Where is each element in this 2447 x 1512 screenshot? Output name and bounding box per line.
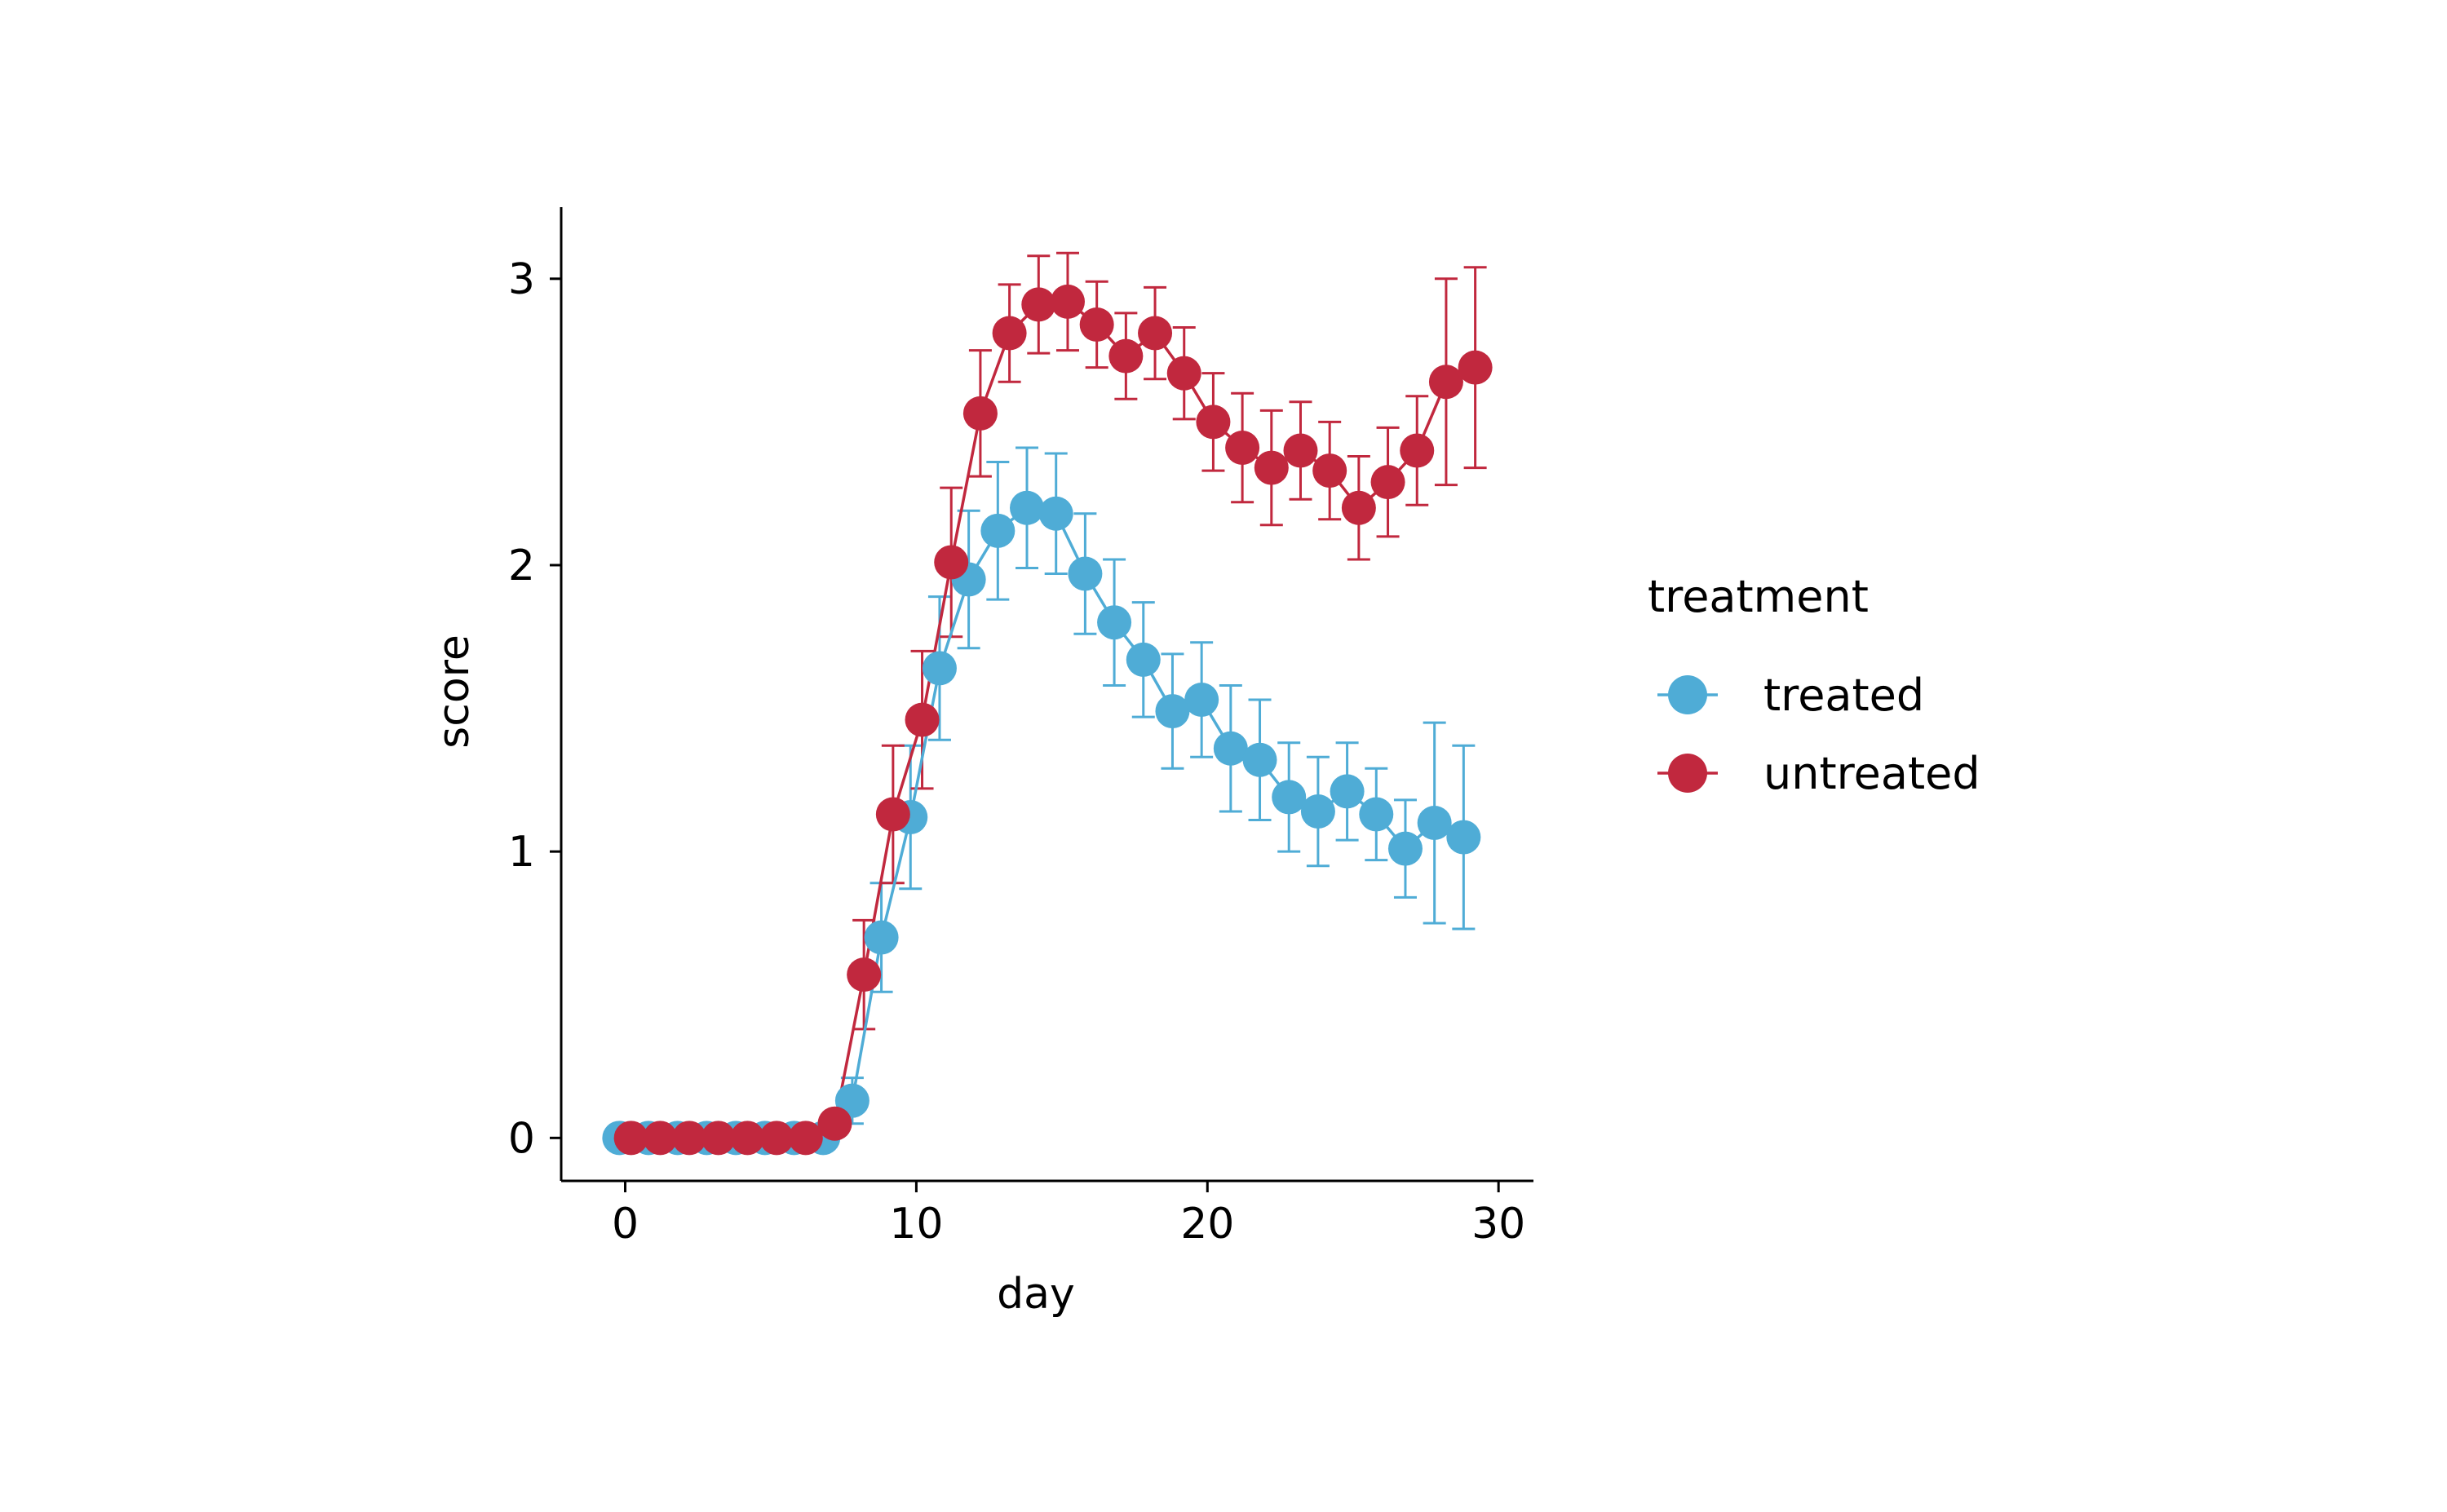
data-point-untreated — [1108, 338, 1144, 374]
legend-item-untreated: untreated — [1657, 748, 1980, 799]
legend-label: treated — [1763, 670, 1924, 721]
legend-label: untreated — [1763, 748, 1980, 799]
x-axis-ticks: 0 10 20 30 — [612, 1181, 1525, 1249]
data-point-treated — [1213, 731, 1248, 766]
data-point-treated — [1184, 683, 1219, 718]
y-tick-label: 0 — [508, 1114, 535, 1163]
data-point-untreated — [1021, 287, 1056, 322]
series-line-treated — [619, 506, 1465, 1140]
data-point-untreated — [1166, 356, 1201, 391]
data-point-untreated — [788, 1121, 823, 1156]
series-line-layer — [619, 300, 1476, 1140]
data-point-untreated — [1079, 307, 1114, 342]
data-point-untreated — [1283, 433, 1318, 468]
data-point-treated — [1126, 642, 1161, 677]
data-point-treated — [922, 651, 957, 686]
data-point-treated — [1068, 556, 1103, 591]
data-point-untreated — [847, 957, 882, 993]
data-point-untreated — [1341, 490, 1376, 525]
x-axis-title: day — [997, 1270, 1075, 1319]
y-tick-label: 3 — [508, 255, 535, 304]
legend-item-treated: treated — [1657, 670, 1924, 721]
data-point-untreated — [962, 396, 998, 431]
data-point-untreated — [1225, 430, 1260, 465]
data-point-untreated — [1312, 453, 1347, 489]
data-point-treated — [1387, 831, 1423, 866]
data-point-untreated — [875, 797, 910, 832]
data-point-untreated — [672, 1121, 707, 1156]
data-point-untreated — [759, 1121, 794, 1156]
legend: treatment treated untreated — [1648, 571, 1980, 799]
y-axis-ticks: 0 1 2 3 — [508, 255, 561, 1163]
data-point-treated — [1359, 797, 1394, 832]
axes: 0 10 20 30 0 1 2 3 day score — [430, 207, 1533, 1319]
legend-swatch-marker — [1668, 754, 1707, 793]
y-tick-label: 1 — [508, 828, 535, 877]
data-point-untreated — [1428, 365, 1463, 400]
data-point-untreated — [613, 1121, 648, 1156]
series-line-untreated — [631, 300, 1476, 1140]
data-point-treated — [1010, 490, 1045, 525]
data-point-untreated — [1254, 450, 1289, 485]
data-point-treated — [1417, 806, 1452, 841]
data-point-untreated — [992, 316, 1027, 351]
legend-title: treatment — [1648, 571, 1869, 622]
data-point-untreated — [701, 1121, 736, 1156]
data-point-untreated — [934, 545, 969, 580]
x-tick-label: 0 — [612, 1200, 639, 1249]
data-point-treated — [1300, 794, 1335, 829]
x-tick-label: 30 — [1471, 1200, 1525, 1249]
y-axis-title: score — [430, 634, 479, 749]
data-point-untreated — [1370, 465, 1405, 500]
data-point-layer — [602, 284, 1493, 1156]
data-point-treated — [1242, 742, 1277, 777]
data-point-untreated — [643, 1121, 678, 1156]
data-point-treated — [1097, 605, 1132, 640]
data-point-untreated — [1138, 316, 1173, 351]
y-tick-label: 2 — [508, 542, 535, 590]
data-point-treated — [1038, 496, 1073, 531]
data-point-untreated — [1050, 284, 1085, 319]
legend-items: treated untreated — [1657, 670, 1980, 799]
x-tick-label: 10 — [889, 1200, 943, 1249]
data-point-treated — [1272, 780, 1307, 815]
data-point-untreated — [1400, 433, 1435, 468]
plot-area — [602, 251, 1493, 1156]
data-point-treated — [864, 920, 899, 955]
data-point-untreated — [730, 1121, 765, 1156]
data-point-untreated — [1196, 405, 1231, 440]
data-point-treated — [980, 513, 1016, 548]
data-point-treated — [1330, 774, 1365, 809]
data-point-treated — [1155, 694, 1190, 729]
x-tick-label: 20 — [1180, 1200, 1234, 1249]
legend-swatch-marker — [1668, 675, 1707, 714]
data-point-treated — [1446, 820, 1481, 855]
error-bar-layer — [823, 251, 1487, 1137]
data-point-untreated — [905, 702, 940, 737]
data-point-untreated — [1458, 350, 1493, 385]
data-point-untreated — [817, 1106, 852, 1141]
